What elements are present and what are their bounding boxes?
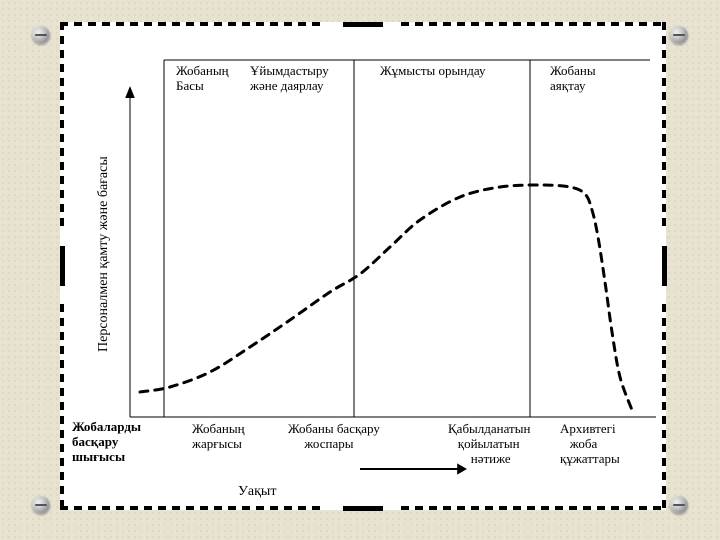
phase-label: Жобаны аяқтау [550, 64, 596, 94]
screw-icon [670, 26, 688, 44]
figure-panel: Персоналмен қамту және бағасы Уақыт Жоба… [60, 22, 666, 510]
y-axis-label: Персоналмен қамту және бағасы [96, 156, 112, 352]
milestone-label: Жобаның жарғысы [192, 422, 245, 452]
milestone-label: Архивтегі жоба құжаттары [560, 422, 620, 467]
x-axis-label: Уақыт [238, 484, 276, 500]
screw-icon [32, 26, 50, 44]
screw-icon [670, 496, 688, 514]
phase-label: Ұйымдастыру және даярлау [250, 64, 329, 94]
milestone-label: Қабылданатын қойылатын нәтиже [448, 422, 530, 467]
page-root: Персоналмен қамту және бағасы Уақыт Жоба… [0, 0, 720, 540]
phase-label: Жұмысты орындау [380, 64, 485, 79]
milestone-label: Жобаны басқару жоспары [288, 422, 380, 452]
screw-icon [32, 496, 50, 514]
phase-label: Жобаның Басы [176, 64, 229, 94]
left-caption: Жобаларды басқару шығысы [72, 420, 141, 465]
